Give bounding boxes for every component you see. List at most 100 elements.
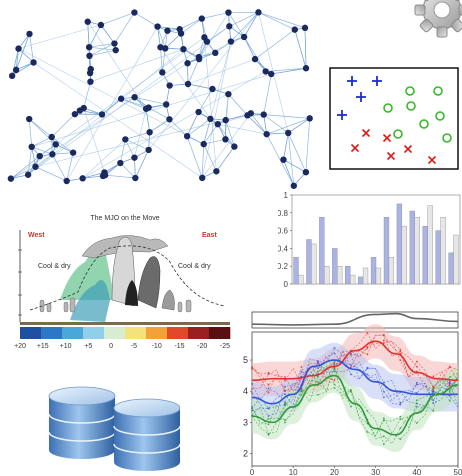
bar	[440, 217, 446, 285]
sample-point	[349, 405, 352, 408]
network-node	[268, 70, 275, 78]
network-node	[98, 111, 106, 118]
network-node	[48, 133, 55, 141]
sample-point	[300, 370, 303, 373]
sample-point	[284, 379, 286, 382]
network-node	[164, 27, 171, 34]
sample-line	[251, 365, 459, 445]
network-node	[302, 168, 310, 176]
network-node	[131, 9, 138, 16]
sample-point	[382, 396, 385, 399]
circle-marker	[419, 119, 429, 129]
bar	[409, 210, 415, 285]
colorbar-segment	[167, 327, 189, 339]
network-node	[69, 149, 77, 156]
bar-y-tick-label: 0.2	[278, 262, 289, 271]
colorbar-tick-label: +5	[84, 343, 92, 350]
sample-point	[415, 381, 418, 384]
network-node	[195, 108, 202, 116]
bar	[370, 257, 377, 285]
circle-marker	[433, 86, 443, 96]
sample-point	[432, 402, 435, 405]
sample-point	[382, 435, 385, 438]
network-node	[199, 174, 206, 182]
network-node	[28, 143, 35, 151]
sample-point	[399, 348, 402, 351]
network-node	[36, 152, 43, 160]
bar	[349, 274, 356, 285]
sample-point	[399, 403, 402, 406]
sample-point	[284, 393, 286, 396]
bar	[362, 267, 369, 285]
network-node	[198, 15, 205, 22]
plus-marker	[372, 76, 382, 86]
bar	[298, 274, 304, 285]
network-node	[225, 90, 232, 98]
line-x-tick-label: 20	[330, 468, 339, 476]
cross-marker	[361, 128, 371, 138]
cross-marker	[403, 144, 413, 154]
network-node	[301, 24, 309, 32]
sample-point	[415, 399, 418, 402]
bar-chart: 0 0.2 0.4 0.6 0.8 1	[278, 186, 462, 292]
network-node	[8, 72, 16, 80]
sample-line	[251, 347, 459, 417]
bar	[319, 217, 325, 285]
sample-point	[333, 387, 336, 389]
network-node	[101, 169, 108, 176]
sample-point	[333, 370, 336, 373]
sample-point	[448, 391, 451, 393]
sample-point	[382, 419, 385, 422]
network-node	[183, 132, 191, 140]
network-node	[166, 116, 173, 123]
network-node	[176, 26, 183, 33]
bar	[337, 266, 343, 285]
mean-line	[251, 374, 459, 436]
bar-y-tick-label: 0.6	[278, 227, 289, 236]
colorbar-tick-label: -25	[220, 343, 230, 350]
line-y-tick-label: 4	[243, 386, 248, 396]
bar	[383, 217, 390, 285]
sample-point	[366, 346, 369, 348]
sample-point	[333, 361, 336, 363]
network-node	[24, 171, 32, 178]
colorbar-tick-label: -15	[174, 343, 184, 350]
sample-point	[317, 393, 319, 396]
network-node	[131, 154, 138, 161]
network-node	[15, 45, 22, 52]
sample-point	[251, 407, 253, 409]
sample-point	[415, 360, 418, 363]
network-node	[203, 38, 211, 45]
network-node	[146, 129, 153, 136]
sample-point	[399, 427, 402, 430]
sample-point	[349, 373, 352, 376]
bar	[357, 276, 364, 285]
sample-point	[415, 402, 418, 405]
sample-point	[284, 376, 286, 378]
colorbar-tick-label: +20	[14, 343, 26, 350]
sample-point	[382, 339, 385, 342]
circle-marker	[393, 129, 403, 139]
network-node	[132, 174, 139, 182]
colorbar-tick-label: -10	[152, 343, 162, 350]
circle-marker	[406, 101, 416, 111]
bar	[435, 230, 441, 285]
line-band-chart: 0 10 20 30 40 50 5 4 3 2	[238, 308, 462, 476]
sample-point	[415, 405, 418, 408]
network-node	[222, 116, 229, 124]
sample-point	[415, 422, 418, 424]
sample-point	[267, 371, 270, 374]
sample-point	[333, 346, 336, 349]
bar	[311, 243, 317, 285]
sample-point	[251, 388, 253, 390]
network-node	[111, 40, 118, 47]
bar	[375, 267, 382, 285]
sample-point	[349, 353, 352, 355]
sample-point	[317, 361, 319, 364]
mjo-cool-dry-right: Cool & dry	[178, 263, 211, 270]
colorbar-segment	[188, 327, 210, 339]
circle-marker	[435, 111, 445, 121]
network-node	[131, 94, 138, 101]
sample-point	[267, 384, 270, 386]
sample-point	[333, 363, 336, 365]
